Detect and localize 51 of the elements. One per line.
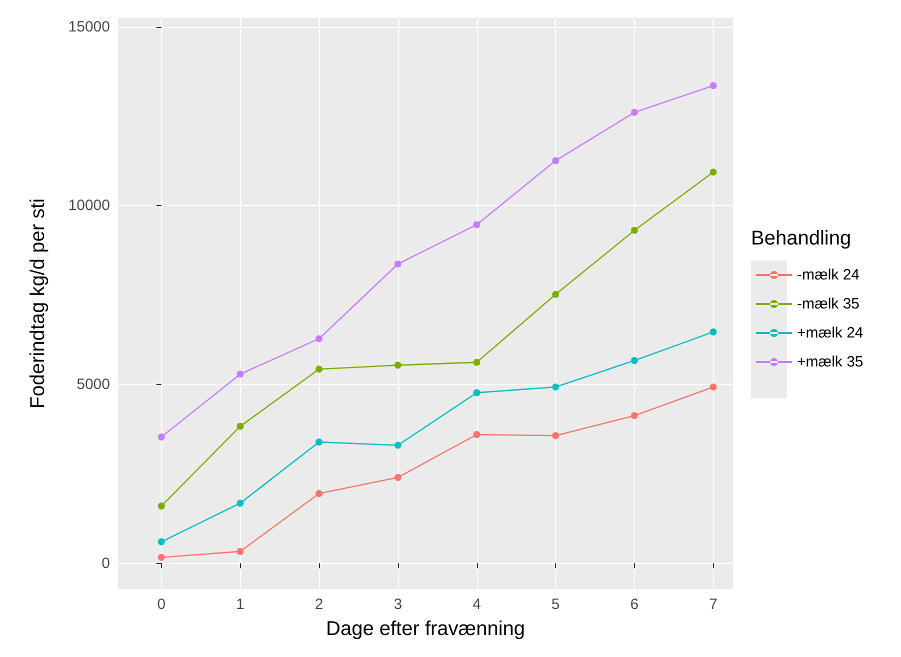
point bbox=[630, 226, 638, 234]
point bbox=[316, 366, 323, 373]
y-tick-label: 10000 bbox=[68, 197, 110, 214]
point bbox=[236, 422, 244, 430]
point bbox=[236, 370, 244, 378]
y-tick-label: 5000 bbox=[76, 376, 110, 393]
point bbox=[473, 221, 480, 228]
point bbox=[158, 538, 165, 546]
point bbox=[710, 328, 717, 336]
x-tick-label: 1 bbox=[236, 596, 244, 613]
point bbox=[710, 383, 717, 390]
y-tick-label: 0 bbox=[102, 554, 110, 572]
point bbox=[710, 82, 717, 90]
point bbox=[394, 362, 402, 369]
point bbox=[552, 432, 560, 440]
point bbox=[473, 358, 480, 366]
legend-title: Behandling bbox=[751, 228, 852, 250]
x-tick-label: 2 bbox=[314, 596, 324, 613]
point bbox=[630, 357, 638, 364]
point bbox=[630, 108, 638, 116]
y-axis-title: Foderindtag kg/d per sti bbox=[27, 198, 49, 409]
legend-label: +mælk 35 bbox=[797, 354, 864, 370]
point bbox=[316, 335, 323, 342]
point bbox=[394, 442, 402, 449]
x-tick-label: 7 bbox=[709, 596, 718, 613]
x-tick-label: 0 bbox=[157, 596, 166, 613]
x-tick-label: 4 bbox=[472, 596, 481, 613]
point bbox=[630, 412, 638, 420]
legend-label: -mælk 35 bbox=[797, 296, 860, 312]
point bbox=[236, 548, 244, 555]
x-axis-title: Dage efter fravænning bbox=[326, 618, 526, 640]
legend-label: +mælk 24 bbox=[797, 324, 864, 342]
point bbox=[394, 474, 402, 481]
x-tick-label: 5 bbox=[551, 596, 560, 613]
point bbox=[236, 500, 244, 507]
x-tick-label: 3 bbox=[394, 596, 402, 613]
y-tick-label: 15000 bbox=[68, 18, 110, 36]
point bbox=[473, 431, 480, 438]
point bbox=[316, 490, 323, 498]
point bbox=[552, 383, 560, 390]
legend-label: -mælk 24 bbox=[797, 266, 860, 284]
point bbox=[473, 389, 480, 396]
point bbox=[158, 502, 165, 510]
point bbox=[158, 554, 165, 561]
point bbox=[552, 157, 560, 164]
point bbox=[316, 438, 323, 446]
x-tick-label: 6 bbox=[630, 596, 639, 613]
point bbox=[552, 290, 560, 298]
point bbox=[394, 260, 402, 268]
point bbox=[710, 168, 717, 176]
point bbox=[158, 434, 165, 441]
